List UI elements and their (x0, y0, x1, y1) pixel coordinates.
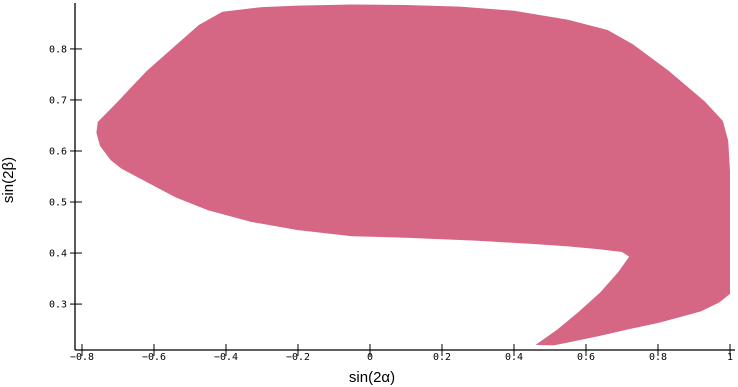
x-tick-label: 0.4 (505, 352, 523, 363)
x-tick-label: 0.8 (649, 352, 667, 363)
x-tick-label: 0 (367, 352, 373, 363)
y-tick-label: 0.7 (49, 95, 67, 106)
y-tick-label: 0.3 (49, 300, 67, 311)
y-axis-ticks: 0.3 0.4 0.5 0.6 0.7 0.8 (49, 44, 82, 311)
x-tick-label: −0.6 (142, 352, 166, 363)
x-axis-label: sin(2α) (349, 369, 395, 386)
y-tick-label: 0.6 (49, 146, 67, 157)
y-tick-label: 0.4 (49, 249, 67, 260)
allowed-region-area (96, 4, 730, 346)
y-tick-label: 0.5 (49, 198, 67, 209)
x-tick-label: −0.8 (70, 352, 94, 363)
x-tick-label: −0.4 (214, 352, 238, 363)
x-tick-label: 1 (727, 352, 733, 363)
x-tick-label: 0.6 (577, 352, 595, 363)
x-tick-label: −0.2 (286, 352, 310, 363)
x-axis-ticks: −0.8 −0.6 −0.4 −0.2 0 0.2 0.4 0.6 0.8 1 (70, 344, 733, 363)
x-tick-label: 0.2 (433, 352, 451, 363)
y-tick-label: 0.8 (49, 44, 67, 55)
y-axis-label: sin(2β) (0, 157, 17, 203)
